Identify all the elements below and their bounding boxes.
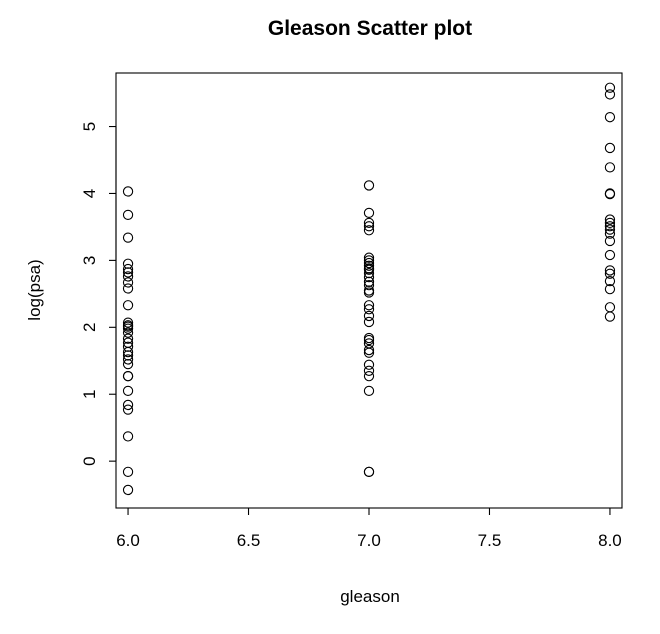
data-point xyxy=(363,180,375,191)
data-point xyxy=(604,188,616,199)
data-point xyxy=(604,265,616,276)
data-point xyxy=(604,275,616,287)
data-point xyxy=(604,142,616,154)
data-point xyxy=(604,302,616,313)
data-point xyxy=(363,310,375,322)
data-point xyxy=(363,257,375,269)
data-point xyxy=(363,217,375,229)
data-point xyxy=(363,252,375,263)
data-point xyxy=(363,225,375,236)
x-tick-label: 7.5 xyxy=(478,531,502,550)
y-tick-label: 4 xyxy=(80,189,99,198)
y-tick-label: 5 xyxy=(80,122,99,131)
data-point xyxy=(604,217,616,229)
data-point xyxy=(363,344,375,356)
data-point xyxy=(363,207,375,219)
x-tick-label: 6.0 xyxy=(116,531,140,550)
data-point xyxy=(363,221,375,232)
data-point xyxy=(122,327,134,338)
data-points xyxy=(122,82,616,496)
y-tick-label: 3 xyxy=(80,256,99,265)
data-point xyxy=(122,466,134,478)
data-point xyxy=(122,341,134,352)
data-point xyxy=(363,300,375,311)
data-point xyxy=(363,466,375,478)
data-point xyxy=(122,317,134,328)
data-point xyxy=(604,221,616,232)
y-axis: 0 1 2 3 4 5 xyxy=(80,122,117,466)
data-point xyxy=(363,279,375,291)
data-point xyxy=(363,267,375,279)
data-point xyxy=(122,484,134,496)
data-point xyxy=(363,263,375,274)
x-tick-label: 8.0 xyxy=(598,531,622,550)
data-point xyxy=(122,263,134,275)
y-tick-label: 0 xyxy=(80,456,99,465)
data-point xyxy=(363,359,375,370)
data-point xyxy=(122,333,134,344)
plot-frame xyxy=(115,72,623,509)
data-point xyxy=(363,332,375,344)
data-point xyxy=(604,249,616,261)
data-point xyxy=(604,284,616,295)
data-point xyxy=(604,268,616,279)
data-point xyxy=(122,209,134,221)
data-point xyxy=(122,385,134,397)
data-point xyxy=(363,385,375,397)
data-point xyxy=(122,277,134,288)
data-point xyxy=(122,354,134,365)
data-point xyxy=(604,228,616,239)
data-point xyxy=(122,283,134,294)
data-point xyxy=(122,371,134,382)
data-point xyxy=(604,112,616,123)
data-point xyxy=(363,260,375,271)
data-point xyxy=(604,214,616,225)
data-point xyxy=(122,337,134,348)
x-tick-label: 7.0 xyxy=(357,531,381,550)
data-point xyxy=(122,258,134,269)
data-point xyxy=(363,365,375,376)
chart-title: Gleason Scatter plot xyxy=(268,17,472,40)
y-axis-label: log(psa) xyxy=(25,259,44,320)
data-point xyxy=(604,89,616,100)
x-tick-label: 6.5 xyxy=(237,531,261,550)
y-tick-label: 2 xyxy=(80,323,99,332)
data-point xyxy=(604,235,616,247)
x-axis: 6.0 6.5 7.0 7.5 8.0 xyxy=(116,507,622,550)
data-point xyxy=(363,371,375,382)
data-point xyxy=(363,316,375,328)
data-point xyxy=(604,162,616,173)
x-axis-label: gleason xyxy=(340,587,400,606)
data-point xyxy=(604,311,616,322)
data-point xyxy=(122,186,134,197)
data-point xyxy=(363,255,375,266)
data-point xyxy=(363,285,375,296)
data-point xyxy=(363,304,375,315)
data-point xyxy=(122,232,134,243)
data-point xyxy=(122,300,134,311)
data-point xyxy=(122,320,134,331)
data-point xyxy=(363,338,375,349)
y-tick-label: 1 xyxy=(80,389,99,398)
data-point xyxy=(604,82,616,93)
data-point xyxy=(122,404,134,415)
data-point xyxy=(122,399,134,411)
data-point xyxy=(122,271,134,282)
data-point xyxy=(604,224,616,235)
data-point xyxy=(122,431,134,442)
